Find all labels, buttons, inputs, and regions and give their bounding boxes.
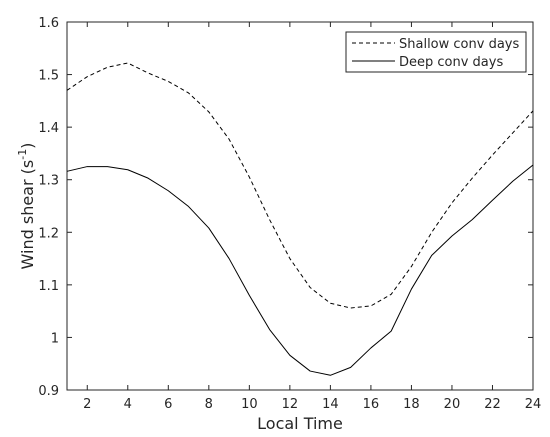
x-tick-label: 16	[363, 397, 380, 412]
x-tick-label: 24	[525, 397, 542, 412]
x-tick-label: 10	[241, 397, 258, 412]
x-tick-label: 4	[124, 397, 132, 412]
y-axis-label: Wind shear (s-1)	[16, 143, 37, 270]
x-tick-label: 20	[444, 397, 461, 412]
x-tick-label: 2	[83, 397, 91, 412]
x-tick-label: 8	[205, 397, 213, 412]
y-tick-label: 1.2	[38, 226, 59, 241]
series-line-shallow-conv-days	[66, 62, 534, 309]
plot-area	[66, 21, 534, 391]
series-line-deep-conv-days	[66, 164, 534, 376]
x-tick-label: 14	[322, 397, 339, 412]
y-tick-label: 1.1	[38, 279, 59, 294]
y-tick-label: 1.4	[38, 121, 59, 136]
axis-ticks: 2 4 6 8 10 12 14 16 18 20 22 240.911.11.21.31.41.51…	[38, 16, 541, 412]
x-axis-label: Local Time	[257, 414, 343, 433]
y-axis-label-main: Wind shear (s	[18, 160, 37, 270]
y-tick-label: 1.3	[38, 174, 59, 189]
y-axis-label-close: )	[18, 143, 37, 149]
legend-label-deep: Deep conv days	[399, 55, 503, 70]
y-tick-label: 1.6	[38, 16, 59, 31]
x-tick-label: 18	[403, 397, 420, 412]
y-axis-label-exp: -1	[16, 149, 29, 160]
legend: Shallow conv days Deep conv days	[345, 31, 527, 73]
x-tick-label: 6	[164, 397, 172, 412]
y-tick-label: 1.5	[38, 69, 59, 84]
x-tick-label: 12	[282, 397, 299, 412]
legend-label-shallow: Shallow conv days	[399, 37, 519, 52]
legend-box	[345, 31, 527, 73]
x-tick-label: 22	[484, 397, 501, 412]
series-lines	[66, 62, 534, 376]
y-tick-label: 1	[51, 331, 59, 346]
y-tick-label: 0.9	[38, 384, 59, 399]
